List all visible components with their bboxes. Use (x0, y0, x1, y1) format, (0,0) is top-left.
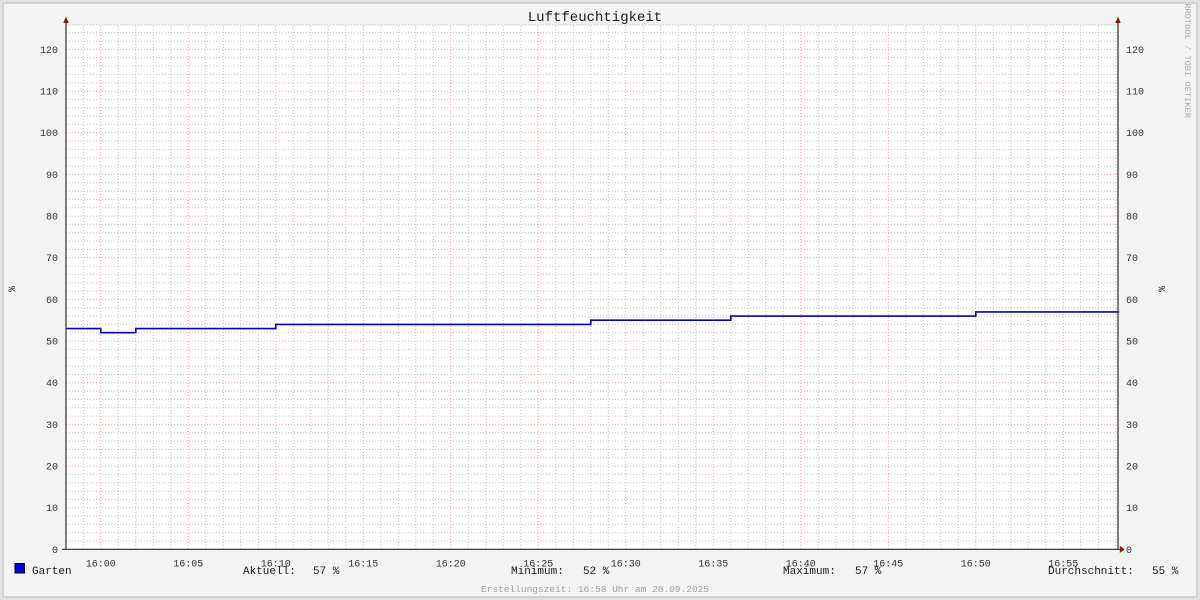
svg-text:120: 120 (1126, 46, 1144, 57)
svg-text:Erstellungszeit: 16:58 Uhr am: Erstellungszeit: 16:58 Uhr am 28.09.2025 (481, 584, 709, 595)
svg-text:0: 0 (52, 546, 58, 557)
svg-text:90: 90 (1126, 171, 1138, 182)
svg-text:0: 0 (1126, 546, 1132, 557)
svg-text:57 %: 57 % (855, 566, 882, 578)
svg-text:100: 100 (40, 129, 58, 140)
svg-text:50: 50 (1126, 338, 1138, 349)
svg-text:52 %: 52 % (583, 566, 610, 578)
svg-text:100: 100 (1126, 129, 1144, 140)
svg-text:%: % (1158, 286, 1169, 292)
svg-text:16:30: 16:30 (611, 559, 641, 570)
svg-text:Luftfeuchtigkeit: Luftfeuchtigkeit (528, 10, 662, 26)
svg-text:16:20: 16:20 (436, 559, 466, 570)
svg-text:40: 40 (1126, 379, 1138, 390)
svg-text:50: 50 (46, 338, 58, 349)
svg-text:110: 110 (1126, 88, 1144, 99)
svg-text:16:00: 16:00 (86, 559, 116, 570)
svg-text:16:50: 16:50 (961, 559, 991, 570)
svg-text:55 %: 55 % (1152, 566, 1179, 578)
svg-text:120: 120 (40, 46, 58, 57)
svg-text:16:05: 16:05 (173, 559, 203, 570)
svg-text:70: 70 (46, 254, 58, 265)
svg-text:110: 110 (40, 88, 58, 99)
svg-text:RRDTOOL / TOBI OETIKER: RRDTOOL / TOBI OETIKER (1182, 3, 1192, 118)
svg-text:10: 10 (46, 504, 58, 515)
svg-text:40: 40 (46, 379, 58, 390)
svg-text:57 %: 57 % (313, 566, 340, 578)
svg-text:60: 60 (1126, 296, 1138, 307)
svg-text:80: 80 (1126, 213, 1138, 224)
svg-text:20: 20 (46, 463, 58, 474)
svg-text:16:35: 16:35 (698, 559, 728, 570)
svg-text:10: 10 (1126, 504, 1138, 515)
svg-text:30: 30 (46, 421, 58, 432)
svg-text:80: 80 (46, 213, 58, 224)
svg-text:20: 20 (1126, 463, 1138, 474)
svg-text:%: % (8, 286, 19, 292)
svg-text:Aktuell:: Aktuell: (243, 566, 296, 578)
svg-text:16:15: 16:15 (348, 559, 378, 570)
svg-text:Maximum:: Maximum: (783, 566, 836, 578)
svg-text:Garten: Garten (32, 566, 72, 578)
svg-text:Durchschnitt:: Durchschnitt: (1048, 566, 1134, 578)
svg-text:60: 60 (46, 296, 58, 307)
svg-text:90: 90 (46, 171, 58, 182)
svg-text:30: 30 (1126, 421, 1138, 432)
svg-text:70: 70 (1126, 254, 1138, 265)
svg-text:Minimum:: Minimum: (511, 566, 564, 578)
